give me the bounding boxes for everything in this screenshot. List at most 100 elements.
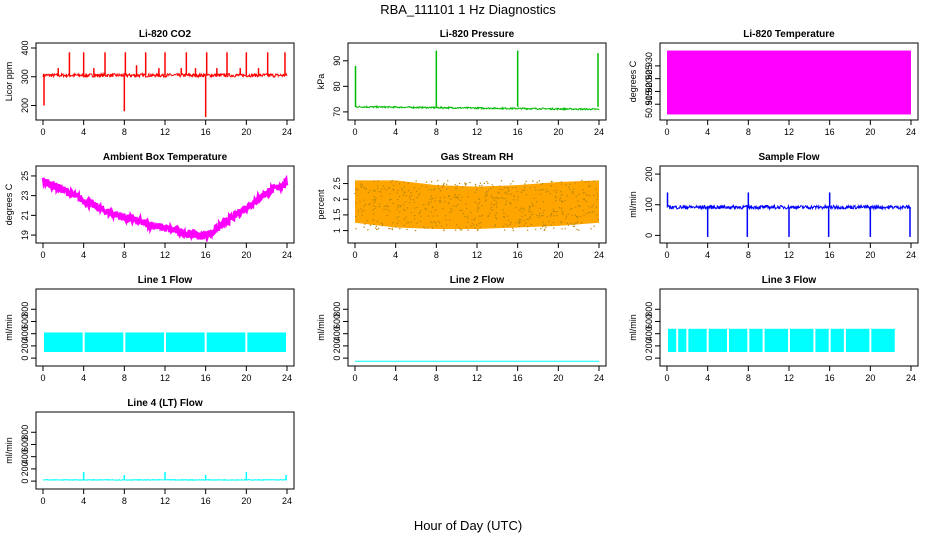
data-point (426, 227, 429, 229)
data-point (479, 182, 482, 184)
data-point (443, 196, 446, 199)
data-point (430, 201, 432, 203)
data-point (550, 185, 552, 187)
series-line (41, 174, 289, 242)
data-point (473, 219, 476, 221)
x-tick-label: 20 (553, 250, 563, 260)
x-tick-label: 0 (40, 250, 45, 260)
data-point (454, 229, 457, 231)
data-point (430, 211, 432, 213)
data-point (552, 221, 555, 224)
data-point (464, 184, 467, 186)
x-tick-label: 12 (472, 373, 482, 383)
data-band (729, 328, 748, 353)
x-tick-label: 16 (513, 127, 523, 137)
data-point (487, 182, 489, 185)
data-point (542, 214, 544, 217)
data-point (355, 215, 357, 218)
data-point (428, 202, 430, 204)
data-point (392, 188, 394, 190)
data-point (538, 212, 541, 214)
data-point (489, 212, 491, 215)
data-point (375, 227, 377, 229)
x-tick-label: 16 (513, 373, 523, 383)
data-point (422, 226, 425, 228)
data-point (409, 198, 411, 200)
data-point (401, 189, 404, 191)
data-point (513, 195, 515, 197)
data-point (462, 186, 464, 188)
data-point (437, 184, 440, 187)
data-point (496, 217, 498, 220)
data-point (379, 203, 381, 205)
data-point (596, 192, 598, 195)
data-point (524, 183, 526, 185)
data-point (403, 224, 405, 227)
data-point (390, 198, 392, 201)
y-tick-label: 800 (644, 302, 654, 317)
data-point (431, 197, 434, 200)
data-point (397, 189, 399, 192)
data-point (361, 214, 364, 217)
data-point (414, 229, 417, 232)
data-point (376, 185, 379, 187)
data-point (375, 205, 377, 208)
y-tick-label: 600 (20, 314, 30, 329)
data-point (485, 192, 487, 194)
data-point (576, 228, 578, 231)
data-point (560, 181, 562, 183)
data-point (560, 207, 563, 210)
y-tick-label: 0 (20, 479, 30, 484)
data-point (528, 211, 530, 213)
data-point (397, 204, 399, 207)
data-point (377, 180, 379, 182)
data-point (432, 227, 434, 229)
data-band (125, 332, 164, 353)
data-point (578, 193, 580, 196)
data-point (467, 221, 469, 224)
y-tick-label: 90 (332, 56, 342, 66)
data-point (465, 183, 468, 185)
data-point (430, 189, 433, 191)
data-point (540, 227, 542, 230)
data-point (523, 224, 525, 227)
data-point (487, 215, 490, 217)
data-point (532, 180, 534, 182)
data-point (458, 209, 461, 212)
data-point (502, 197, 504, 200)
data-point (439, 201, 441, 204)
data-point (502, 209, 504, 211)
data-point (476, 210, 479, 212)
x-tick-label: 24 (906, 373, 916, 383)
data-point (435, 225, 438, 227)
data-point (577, 200, 579, 202)
data-point (443, 228, 445, 230)
data-point (395, 180, 398, 183)
x-tick-label: 24 (282, 250, 292, 260)
data-band (815, 328, 829, 353)
data-point (388, 210, 391, 212)
data-point (486, 180, 488, 183)
data-point (474, 191, 476, 194)
data-point (399, 211, 401, 213)
data-point (492, 197, 494, 200)
data-point (519, 209, 521, 211)
data-band (667, 50, 911, 115)
data-point (494, 199, 496, 202)
data-point (596, 198, 598, 201)
data-point (392, 222, 394, 224)
panel-title: Li-820 CO2 (139, 29, 192, 40)
x-tick-label: 12 (784, 373, 794, 383)
x-tick-label: 20 (865, 373, 875, 383)
y-tick-label: 400 (20, 326, 30, 341)
data-point (540, 215, 543, 217)
data-point (583, 214, 585, 216)
data-point (361, 210, 363, 213)
data-point (364, 203, 367, 206)
data-point (386, 208, 388, 211)
data-point (428, 203, 430, 206)
data-point (387, 187, 390, 189)
data-point (583, 198, 585, 200)
data-point (387, 205, 390, 208)
x-tick-label: 20 (865, 127, 875, 137)
